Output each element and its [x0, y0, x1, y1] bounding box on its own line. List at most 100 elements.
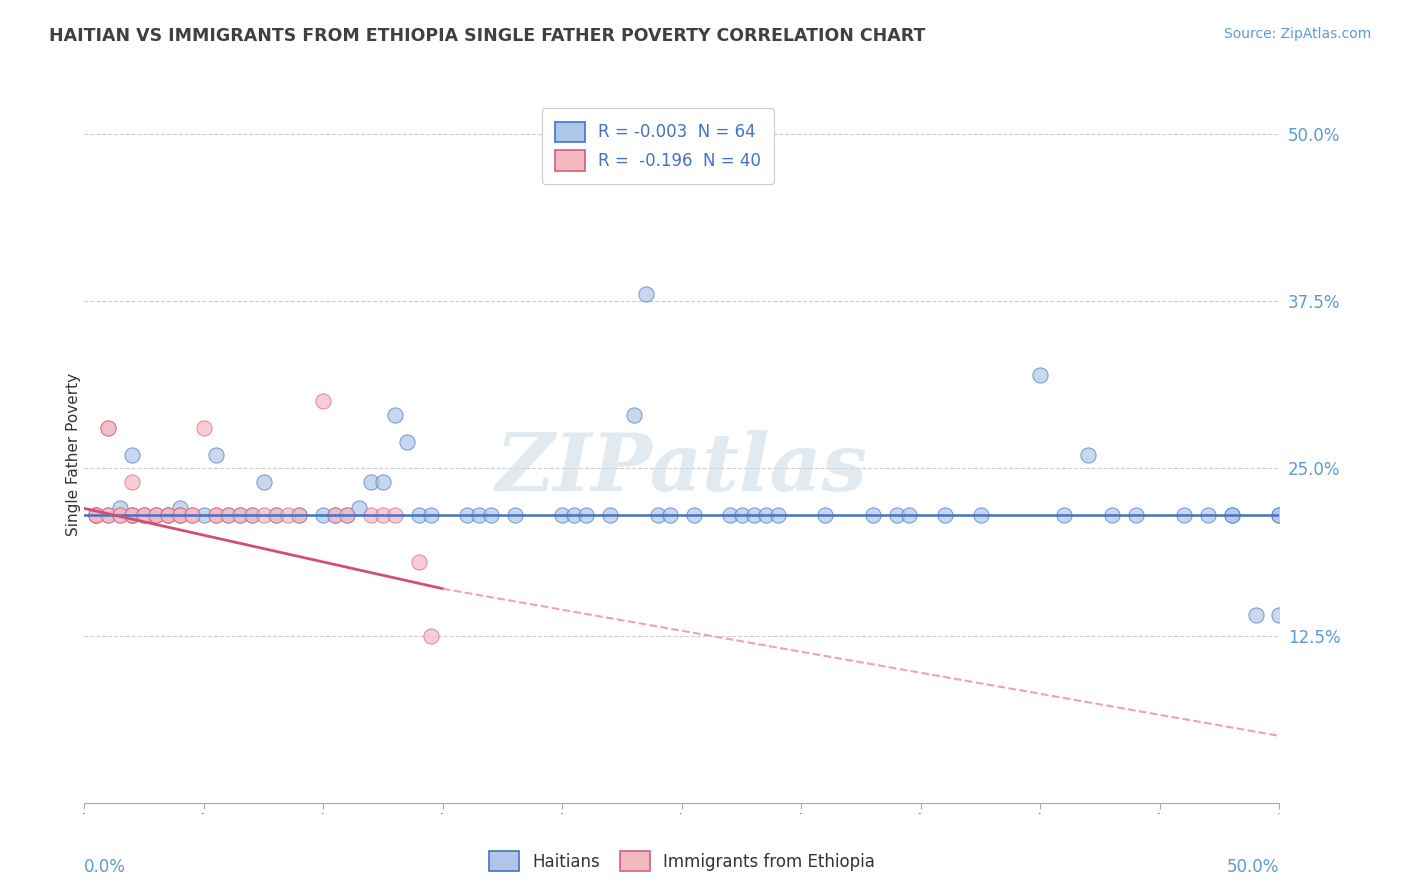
Point	[169, 501, 191, 516]
Point	[205, 448, 228, 462]
Point	[360, 508, 382, 523]
Text: ZIPatlas: ZIPatlas	[496, 430, 868, 508]
Point	[456, 508, 478, 523]
Point	[97, 421, 120, 435]
Point	[742, 508, 765, 523]
Point	[264, 508, 287, 523]
Point	[1077, 448, 1099, 462]
Point	[1053, 508, 1076, 523]
Point	[264, 508, 287, 523]
Point	[312, 508, 335, 523]
Point	[217, 508, 239, 523]
Point	[731, 508, 754, 523]
Point	[323, 508, 347, 523]
Point	[503, 508, 526, 523]
Point	[408, 555, 430, 569]
Point	[110, 508, 132, 523]
Point	[419, 508, 441, 523]
Point	[110, 501, 132, 516]
Point	[205, 508, 228, 523]
Point	[1101, 508, 1123, 523]
Legend: Haitians, Immigrants from Ethiopia: Haitians, Immigrants from Ethiopia	[482, 845, 882, 878]
Point	[766, 508, 789, 523]
Point	[180, 508, 202, 523]
Point	[205, 508, 228, 523]
Point	[277, 508, 299, 523]
Point	[1220, 508, 1243, 523]
Point	[228, 508, 252, 523]
Point	[683, 508, 704, 523]
Point	[336, 508, 359, 523]
Point	[132, 508, 156, 523]
Point	[396, 434, 419, 449]
Point	[86, 508, 108, 523]
Point	[718, 508, 741, 523]
Point	[145, 508, 167, 523]
Point	[288, 508, 311, 523]
Point	[97, 421, 120, 435]
Point	[193, 508, 215, 523]
Point	[658, 508, 681, 523]
Point	[312, 394, 335, 409]
Point	[384, 408, 406, 422]
Y-axis label: Single Father Poverty: Single Father Poverty	[66, 374, 80, 536]
Point	[419, 628, 441, 642]
Point	[110, 508, 132, 523]
Point	[634, 287, 657, 301]
Point	[86, 508, 108, 523]
Point	[647, 508, 669, 523]
Point	[886, 508, 908, 523]
Point	[253, 508, 276, 523]
Point	[1244, 608, 1267, 623]
Point	[1220, 508, 1243, 523]
Point	[814, 508, 837, 523]
Point	[1029, 368, 1052, 382]
Point	[86, 508, 108, 523]
Point	[121, 475, 143, 489]
Point	[349, 501, 371, 516]
Text: HAITIAN VS IMMIGRANTS FROM ETHIOPIA SINGLE FATHER POVERTY CORRELATION CHART: HAITIAN VS IMMIGRANTS FROM ETHIOPIA SING…	[49, 27, 925, 45]
Point	[145, 508, 167, 523]
Text: 0.0%: 0.0%	[84, 858, 127, 877]
Point	[1197, 508, 1219, 523]
Point	[157, 508, 180, 523]
Point	[121, 508, 143, 523]
Point	[599, 508, 621, 523]
Point	[169, 508, 191, 523]
Point	[121, 508, 143, 523]
Point	[157, 508, 180, 523]
Point	[360, 475, 382, 489]
Point	[121, 448, 143, 462]
Point	[180, 508, 202, 523]
Point	[934, 508, 956, 523]
Point	[240, 508, 263, 523]
Point	[551, 508, 574, 523]
Point	[145, 508, 167, 523]
Point	[240, 508, 263, 523]
Point	[121, 508, 143, 523]
Point	[562, 508, 585, 523]
Point	[623, 408, 645, 422]
Point	[132, 508, 156, 523]
Point	[157, 508, 180, 523]
Point	[217, 508, 239, 523]
Point	[1268, 608, 1291, 623]
Point	[288, 508, 311, 523]
Point	[228, 508, 252, 523]
Point	[97, 508, 120, 523]
Text: Source: ZipAtlas.com: Source: ZipAtlas.com	[1223, 27, 1371, 41]
Point	[1125, 508, 1147, 523]
Point	[371, 475, 394, 489]
Point	[132, 508, 156, 523]
Text: 50.0%: 50.0%	[1227, 858, 1279, 877]
Point	[193, 421, 215, 435]
Point	[970, 508, 993, 523]
Point	[253, 475, 276, 489]
Point	[1173, 508, 1195, 523]
Point	[86, 508, 108, 523]
Point	[479, 508, 502, 523]
Point	[1268, 508, 1291, 523]
Point	[169, 508, 191, 523]
Point	[897, 508, 920, 523]
Point	[862, 508, 884, 523]
